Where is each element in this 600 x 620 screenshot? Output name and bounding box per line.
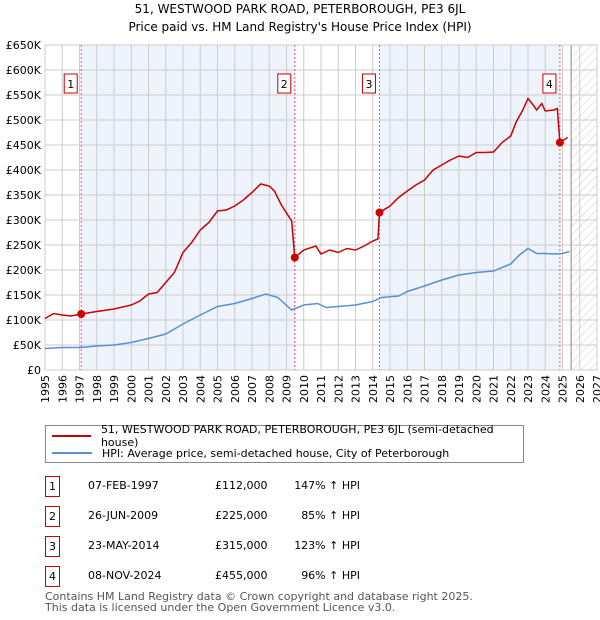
x-tick-label: 2021 (488, 375, 501, 403)
sale-label: 3 (365, 78, 372, 91)
x-tick-label: 2026 (574, 375, 587, 403)
x-tick-label: 1997 (74, 375, 87, 403)
sale-label: 2 (281, 78, 288, 91)
legend: 51, WESTWOOD PARK ROAD, PETERBOROUGH, PE… (45, 423, 524, 463)
x-tick-label: 2027 (591, 375, 600, 403)
sale-number: 2 (45, 506, 60, 527)
y-tick-label: £600K (6, 64, 42, 77)
sale-date: 23-MAY-2014 (88, 539, 160, 552)
sale-date: 07-FEB-1997 (88, 479, 159, 492)
y-tick-label: £500K (6, 114, 42, 127)
footer-copyright: Contains HM Land Registry data © Crown c… (45, 590, 473, 603)
sale-label-box (361, 73, 376, 94)
x-tick-label: 2022 (505, 375, 518, 403)
sale-row: 2 26-JUN-2009 £225,000 85% ↑ HPI (45, 506, 545, 527)
shaded-period (379, 45, 560, 370)
x-tick-label: 1995 (39, 375, 52, 403)
series-line (44, 247, 570, 350)
x-tick-label: 2003 (177, 375, 190, 403)
y-tick-label: £50K (13, 339, 42, 352)
series-line (44, 97, 569, 320)
x-tick-label: 2024 (539, 375, 552, 403)
shaded-period (81, 45, 295, 370)
x-tick-label: 2009 (281, 375, 294, 403)
chart-subtitle: Price paid vs. HM Land Registry's House … (128, 20, 472, 34)
sale-hpi-change: 96% ↑ HPI (301, 569, 360, 582)
sale-price: £112,000 (215, 479, 268, 492)
x-tick-label: 2018 (436, 375, 449, 403)
sale-hpi-change: 85% ↑ HPI (301, 509, 360, 522)
sale-price: £455,000 (215, 569, 268, 582)
x-tick-label: 2005 (212, 375, 225, 403)
sale-row: 3 23-MAY-2014 £315,000 123% ↑ HPI (45, 536, 545, 557)
sale-date: 26-JUN-2009 (88, 509, 159, 522)
y-tick-label: £250K (6, 239, 42, 252)
footer-licence: This data is licensed under the Open Gov… (45, 601, 396, 614)
x-tick-label: 2007 (246, 375, 259, 403)
sale-number: 4 (45, 566, 60, 587)
sale-hpi-change: 123% ↑ HPI (294, 539, 360, 552)
x-tick-label: 2017 (419, 375, 432, 403)
sale-number: 1 (45, 476, 60, 497)
chart-title: 51, WESTWOOD PARK ROAD, PETERBOROUGH, PE… (134, 2, 466, 16)
y-tick-label: £650K (6, 39, 42, 52)
x-tick-label: 2013 (350, 375, 363, 403)
legend-item-property: 51, WESTWOOD PARK ROAD, PETERBOROUGH, PE… (46, 423, 523, 449)
x-tick-label: 2001 (143, 375, 156, 403)
x-tick-label: 2014 (367, 375, 380, 403)
x-tick-label: 2006 (229, 375, 242, 403)
sale-point (375, 208, 384, 217)
price-chart: 1995 1996 1997 1998 1999 2000 2001 2002 2003 2004… (6, 39, 600, 403)
sale-number: 3 (45, 536, 60, 557)
y-tick-label: £550K (6, 89, 42, 102)
x-tick-label: 2000 (125, 375, 138, 403)
sale-label: 4 (546, 78, 553, 91)
x-tick-label: 2015 (384, 375, 397, 403)
y-tick-label: £450K (6, 139, 42, 152)
forecast-hatch (571, 45, 597, 370)
x-tick-label: 2002 (160, 375, 173, 403)
legend-label: HPI: Average price, semi-detached house,… (102, 446, 450, 460)
x-tick-label: 1999 (108, 375, 121, 403)
legend-item-hpi: HPI: Average price, semi-detached house,… (46, 445, 449, 461)
legend-label: 51, WESTWOOD PARK ROAD, PETERBOROUGH, PE… (100, 423, 494, 449)
x-tick-label: 2016 (401, 375, 414, 403)
sale-date: 08-NOV-2024 (88, 569, 162, 582)
sale-row: 4 08-NOV-2024 £455,000 96% ↑ HPI (45, 566, 545, 587)
x-tick-label: 2004 (194, 375, 207, 403)
sale-point (290, 253, 299, 262)
sale-row: 1 07-FEB-1997 £112,000 147% ↑ HPI (45, 476, 545, 497)
y-tick-label: £400K (6, 164, 42, 177)
sale-price: £225,000 (215, 509, 268, 522)
x-tick-label: 1996 (56, 375, 69, 403)
sale-label-box (63, 73, 78, 94)
y-tick-label: £150K (6, 289, 42, 302)
x-tick-label: 2008 (263, 375, 276, 403)
x-tick-label: 2019 (453, 375, 466, 403)
sale-point (555, 138, 564, 147)
x-tick-label: 2012 (332, 375, 345, 403)
sale-label-box (542, 73, 557, 94)
x-tick-label: 2023 (522, 375, 535, 403)
x-tick-label: 2020 (470, 375, 483, 403)
plot-frame (44, 44, 598, 371)
sale-point (77, 310, 86, 318)
sale-label: 1 (67, 78, 74, 91)
x-tick-label: 1998 (91, 375, 104, 403)
x-tick-label: 2010 (298, 375, 311, 403)
y-tick-label: £200K (6, 264, 42, 277)
y-tick-label: £300K (6, 214, 42, 227)
y-tick-label: £0 (27, 364, 41, 377)
x-tick-label: 2011 (315, 375, 328, 403)
y-tick-label: £350K (6, 189, 42, 202)
y-tick-label: £100K (6, 314, 42, 327)
sale-hpi-change: 147% ↑ HPI (294, 479, 360, 492)
x-tick-label: 2025 (557, 375, 570, 403)
sale-price: £315,000 (215, 539, 268, 552)
sale-label-box (277, 73, 292, 94)
